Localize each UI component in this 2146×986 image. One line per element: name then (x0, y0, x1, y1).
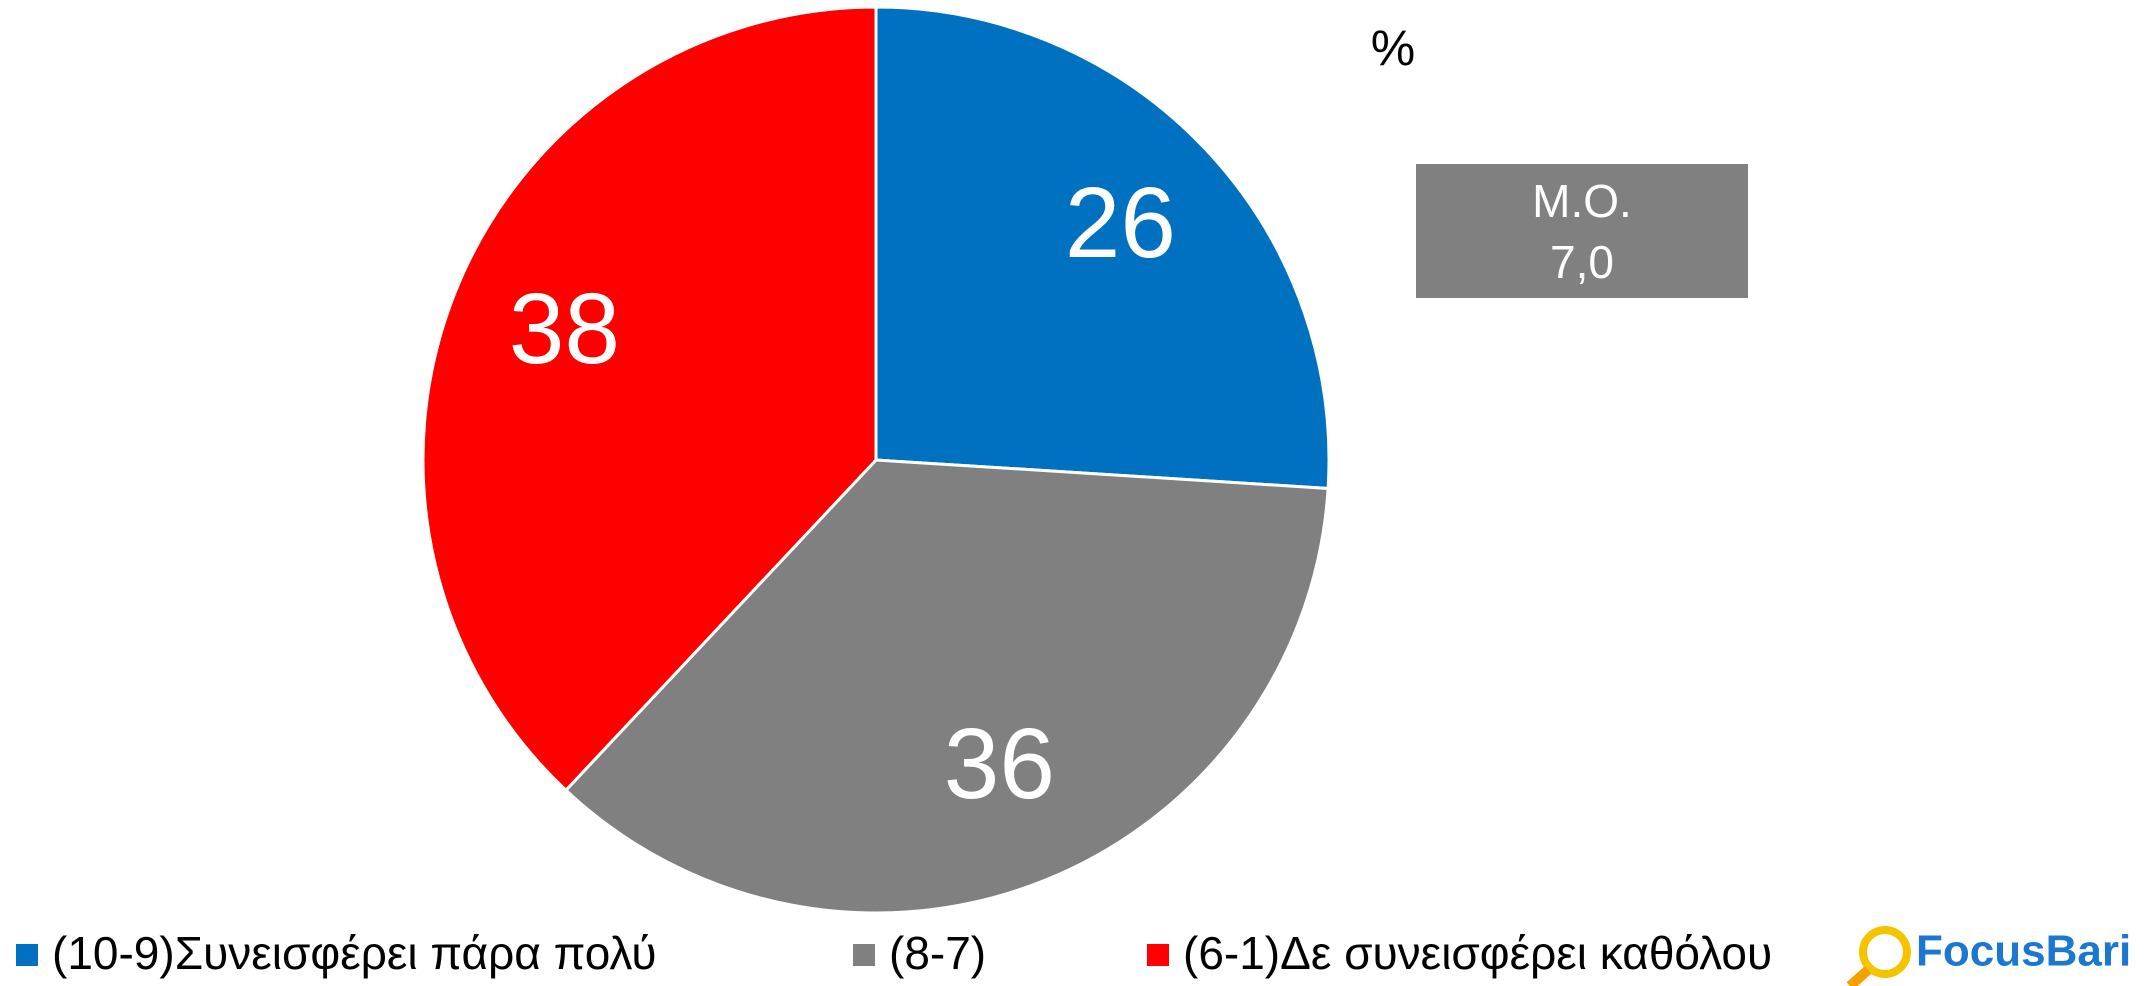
annotation-box (1416, 164, 1748, 298)
pie-slice (563, 458, 1330, 915)
legend-swatch (853, 944, 875, 966)
legend-label: (6-1)Δε συνεισφέρει καθόλου (1183, 927, 1772, 979)
data-label: 26 (1065, 167, 1176, 279)
legend-label: (8-7) (889, 927, 986, 979)
annotation-label: Μ.Ο. (1532, 175, 1632, 227)
legend-swatch (1147, 944, 1169, 966)
pie-slice (874, 5, 1331, 491)
pie-slice (421, 5, 878, 793)
data-label: 36 (944, 708, 1055, 820)
logo-icon-handle (1846, 966, 1872, 986)
logo-icon (1859, 926, 1911, 978)
legend-label: (10-9)Συνεισφέρει πάρα πολύ (52, 927, 657, 979)
legend-swatch (16, 944, 38, 966)
annotation-value: 7,0 (1550, 236, 1614, 288)
logo-text: FocusBari (1916, 927, 2131, 976)
unit-label: % (1371, 20, 1415, 76)
data-label: 38 (509, 273, 620, 385)
logo: FocusBari (1846, 926, 2131, 986)
